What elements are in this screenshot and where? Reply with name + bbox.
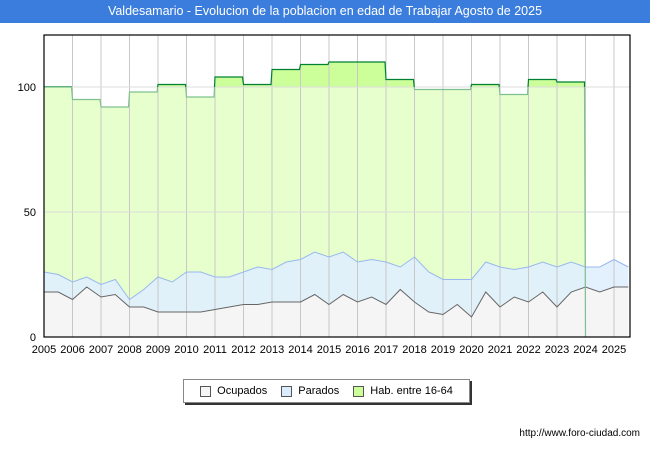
plot-frame: [43, 34, 631, 338]
chart-title: Valdesamario - Evolucion de la poblacion…: [0, 0, 650, 23]
x-tick-label: 2025: [602, 344, 626, 356]
y-tick-label: 0: [30, 332, 36, 344]
hab-line-low: [44, 87, 587, 337]
x-tick-label: 2016: [345, 344, 369, 356]
legend-ocupados: Ocupados: [200, 385, 267, 397]
x-tick-label: 2017: [374, 344, 398, 356]
legend-label: Parados: [298, 385, 340, 397]
hab-area-high: [44, 62, 585, 87]
ocupados-area: [44, 287, 629, 337]
legend-swatch-ocupados: [200, 385, 212, 397]
x-tick-label: 2019: [431, 344, 455, 356]
x-tick-label: 2009: [146, 344, 170, 356]
legend-hab: Hab. entre 16-64: [353, 385, 453, 397]
x-tick-label: 2006: [60, 344, 84, 356]
y-tick-label: 100: [18, 82, 36, 94]
x-tick-label: 2022: [516, 344, 540, 356]
x-tick-label: 2011: [203, 344, 227, 356]
x-tick-label: 2007: [89, 344, 113, 356]
x-tick-label: 2013: [260, 344, 284, 356]
legend-label: Hab. entre 16-64: [370, 385, 453, 397]
legend-swatch-parados: [281, 385, 293, 397]
x-tick-label: 2014: [288, 344, 312, 356]
ocupados-line: [44, 286, 629, 318]
legend: Ocupados Parados Hab. entre 16-64: [183, 379, 470, 403]
legend-swatch-hab: [353, 385, 365, 397]
x-tick-label: 2023: [545, 344, 569, 356]
x-tick-label: 2008: [117, 344, 141, 356]
x-tick-label: 2024: [573, 344, 597, 356]
x-tick-label: 2012: [231, 344, 255, 356]
x-tick-label: 2018: [402, 344, 426, 356]
legend-label: Ocupados: [217, 385, 268, 397]
x-tick-label: 2020: [459, 344, 483, 356]
x-tick-label: 2015: [317, 344, 341, 356]
source-url[interactable]: http://www.foro-ciudad.com: [519, 428, 640, 439]
hab-line-high: [44, 61, 586, 87]
x-tick-label: 2005: [32, 344, 56, 356]
parados-line: [43, 251, 629, 301]
x-tick-label: 2021: [488, 344, 512, 356]
y-tick-label: 50: [24, 207, 36, 219]
x-tick-label: 2010: [174, 344, 198, 356]
legend-parados: Parados: [281, 385, 339, 397]
